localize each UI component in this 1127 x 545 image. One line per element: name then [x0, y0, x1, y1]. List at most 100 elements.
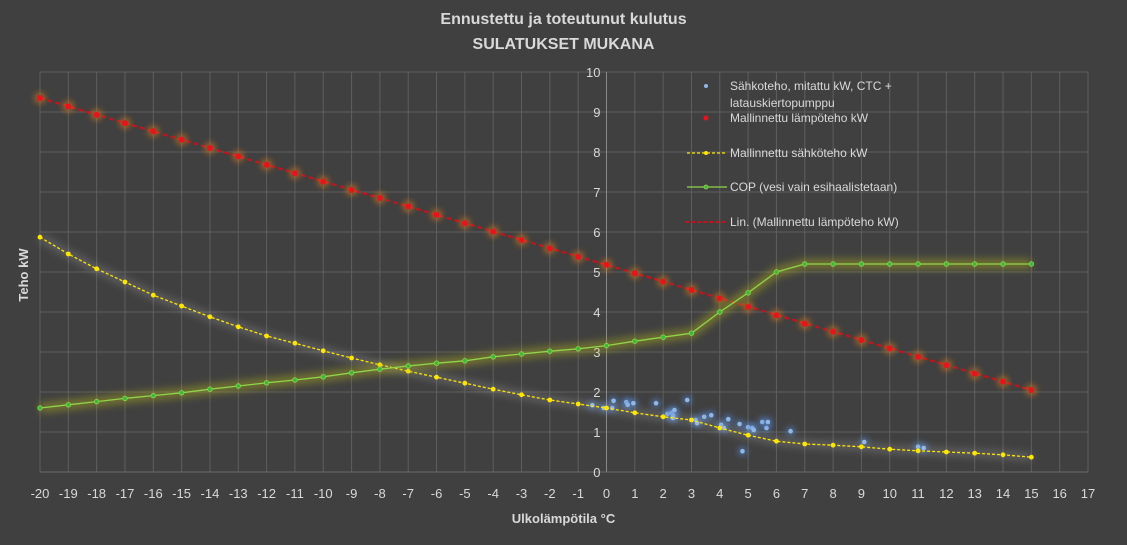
heat-point: [773, 312, 780, 319]
heat-point: [37, 95, 43, 101]
y-tick-label: 4: [593, 305, 600, 320]
electric-point: [519, 392, 524, 398]
cop-point: [1028, 261, 1035, 267]
cop-point: [575, 346, 581, 352]
y-tick-label: 0: [593, 465, 600, 480]
x-tick-label: -12: [257, 486, 276, 501]
cop-point: [235, 383, 241, 389]
heat-point: [858, 337, 865, 343]
cop-point: [660, 334, 666, 340]
x-tick-label: -10: [314, 486, 333, 501]
legend-item-measured[interactable]: Sähkoteho, mitattu kW, CTC + latauskierto…: [683, 78, 943, 110]
x-tick-label: -3: [516, 486, 528, 501]
cop-point: [802, 261, 808, 267]
heat-point: [490, 228, 497, 235]
x-tick-label: -17: [116, 486, 135, 501]
x-tick-label: -8: [374, 486, 386, 501]
measured-point: [631, 400, 636, 406]
cop-point: [65, 402, 72, 408]
electric-point: [859, 444, 864, 450]
x-tick-label: 4: [716, 486, 723, 501]
electric-point: [604, 405, 609, 411]
heat-point: [546, 245, 553, 252]
chart-title: Ennustettu ja toteutunut kulutus: [440, 11, 687, 28]
electric-point: [632, 410, 638, 416]
heat-point: [915, 353, 922, 360]
x-tick-label: -9: [346, 486, 358, 501]
x-tick-label: -19: [59, 486, 78, 501]
electric-point: [65, 251, 71, 257]
heat-point: [688, 287, 695, 293]
legend-item-cop[interactable]: COP (vesi vain esihaalistetaan): [683, 179, 943, 199]
legend-item-trendline[interactable]: Lin. (Mallinnettu lämpöteho kW): [683, 214, 943, 234]
electric-point: [915, 448, 921, 454]
heat-point: [603, 261, 610, 268]
cop-point: [717, 309, 723, 315]
cop-point: [518, 351, 525, 357]
heat-point: [291, 170, 298, 177]
legend-line-dashed-yellow-icon: [687, 151, 727, 155]
y-tick-label: 6: [593, 225, 600, 240]
cop-point: [292, 377, 298, 383]
x-tick-label: 12: [939, 486, 953, 501]
heat-point: [320, 178, 327, 185]
x-tick-label: -4: [487, 486, 499, 501]
cop-point: [547, 348, 553, 354]
heat-point: [348, 187, 355, 193]
legend-marker-dot-icon: [704, 84, 708, 88]
measured-point: [788, 428, 793, 434]
heat-point: [263, 161, 270, 168]
measured-point: [740, 448, 745, 454]
chart-subtitle: SULATUKSET MUKANA: [472, 36, 655, 53]
electric-point: [972, 450, 978, 456]
y-tick-label: 1: [593, 425, 600, 440]
heat-point: [93, 111, 100, 118]
electric-point: [660, 414, 666, 420]
x-tick-label: 14: [996, 486, 1010, 501]
electric-line-glow: [37, 233, 1032, 462]
measured-point: [672, 407, 677, 413]
heat-point: [518, 237, 525, 243]
cop-line: [39, 263, 1032, 409]
heat-point: [376, 195, 383, 201]
x-tick-label: -6: [431, 486, 443, 501]
heat-point: [433, 211, 440, 218]
electric-point: [434, 374, 439, 380]
tick-labels: -20 -19 -18 -17 -16 -15 -14 -13 -12 -11 -10 -9 -8 -7-…: [31, 65, 1096, 501]
heat-point: [745, 303, 752, 310]
x-tick-label: 5: [744, 486, 751, 501]
electric-point: [349, 355, 354, 361]
x-tick-label: 2: [660, 486, 667, 501]
x-tick-label: 9: [858, 486, 865, 501]
x-tick-label: -20: [31, 486, 50, 501]
heat-point: [971, 370, 978, 377]
heat-point: [405, 203, 412, 210]
y-tick-label: 9: [593, 105, 600, 120]
legend-label: Mallinnettu sähköteho kW: [730, 146, 868, 160]
x-tick-label: 6: [773, 486, 780, 501]
legend-label: Lin. (Mallinnettu lämpöteho kW): [730, 215, 899, 229]
legend-line-dashed-red-icon: [685, 221, 727, 223]
measured-point: [701, 414, 707, 420]
measured-point: [611, 398, 616, 404]
heat-point: [121, 120, 128, 127]
electric-point: [1028, 454, 1034, 460]
measured-point: [684, 397, 690, 403]
legend-item-electric[interactable]: Mallinnettu sähköteho kW: [683, 145, 943, 165]
cop-point: [93, 398, 100, 405]
heat-point: [886, 345, 893, 352]
electric-point: [943, 449, 949, 455]
electric-line: [39, 236, 1032, 458]
cop-point: [207, 386, 213, 392]
cop-point: [462, 358, 468, 364]
heat-point: [830, 328, 837, 335]
cop-point: [972, 261, 978, 267]
cop-point: [377, 366, 383, 372]
heat-point: [801, 320, 808, 327]
measured-point: [751, 427, 757, 433]
cop-point: [263, 380, 270, 386]
cop-point: [490, 354, 496, 360]
legend-item-heat[interactable]: Mallinnettu lämpöteho kW: [683, 110, 943, 130]
heat-point: [235, 153, 242, 160]
